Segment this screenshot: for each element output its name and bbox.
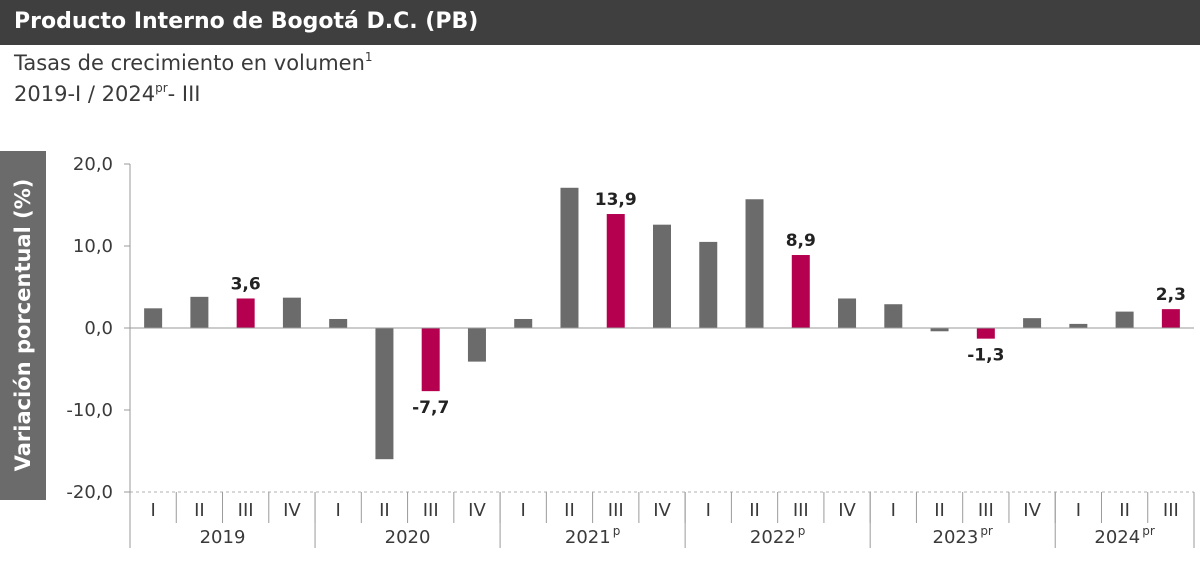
- period-end: - III: [167, 82, 201, 106]
- y-tick-label: -10,0: [66, 400, 113, 421]
- quarter-label: II: [749, 500, 760, 521]
- year-label-text: 2019: [200, 527, 246, 548]
- bar: [745, 199, 764, 328]
- quarter-label: III: [1163, 500, 1179, 521]
- bar: [1023, 318, 1042, 328]
- bar: [190, 296, 209, 328]
- quarter-label: I: [1076, 500, 1081, 521]
- quarter-label: III: [793, 500, 809, 521]
- year-label-superscript: pr: [980, 524, 993, 538]
- quarter-label: II: [564, 500, 575, 521]
- quarter-label: IV: [283, 500, 301, 521]
- quarter-label: III: [423, 500, 439, 521]
- bar: [791, 255, 810, 328]
- year-label-text: 2023: [933, 527, 979, 548]
- period-start: 2019-I / 2024: [14, 82, 156, 106]
- year-label: 2022 p: [750, 524, 805, 548]
- quarter-label: I: [336, 500, 341, 521]
- chart-subtitle: Tasas de crecimiento en volumen1: [14, 51, 373, 75]
- bar: [236, 298, 255, 328]
- quarter-label: IV: [1023, 500, 1041, 521]
- quarter-label: IV: [653, 500, 671, 521]
- bar: [976, 328, 995, 339]
- bar: [1069, 323, 1088, 328]
- period-range: 2019-I / 2024pr- III: [14, 82, 201, 106]
- data-label: -1,3: [967, 346, 1004, 366]
- year-label: 2023 pr: [933, 524, 993, 548]
- bar: [1161, 309, 1180, 328]
- year-label-text: 2021: [565, 527, 611, 548]
- y-tick-label: 0,0: [84, 318, 113, 339]
- y-tick-label: -20,0: [66, 482, 113, 503]
- bar: [467, 328, 486, 362]
- data-label: 8,9: [786, 231, 816, 251]
- year-label: 2021 p: [565, 524, 620, 548]
- quarter-label: II: [1119, 500, 1130, 521]
- y-axis-label-box: Variación porcentual (%): [0, 151, 46, 500]
- year-label-superscript: p: [798, 524, 806, 538]
- quarter-label: II: [194, 500, 205, 521]
- bar: [329, 318, 348, 328]
- bar: [699, 241, 718, 328]
- bar: [838, 298, 857, 328]
- y-tick-label: 10,0: [73, 236, 113, 257]
- bar: [1115, 311, 1134, 328]
- bar: [884, 304, 903, 328]
- quarter-label: I: [891, 500, 896, 521]
- year-label-superscript: pr: [1142, 524, 1155, 538]
- bar: [560, 187, 579, 328]
- year-label-text: 2022: [750, 527, 796, 548]
- period-superscript: pr: [155, 81, 168, 95]
- title-bar: Producto Interno de Bogotá D.C. (PB): [0, 0, 1200, 45]
- data-label: 3,6: [231, 274, 261, 294]
- year-label-text: 2024: [1094, 527, 1140, 548]
- quarter-label: III: [978, 500, 994, 521]
- quarter-label: III: [238, 500, 254, 521]
- quarter-label: IV: [468, 500, 486, 521]
- quarter-label: I: [150, 500, 155, 521]
- year-label: 2019: [200, 527, 246, 548]
- year-label-text: 2020: [385, 527, 431, 548]
- bar: [930, 328, 949, 332]
- bar: [653, 224, 671, 328]
- bar: [144, 308, 163, 328]
- subtitle-text: Tasas de crecimiento en volumen: [14, 51, 365, 75]
- bar: [375, 328, 394, 460]
- data-label: 13,9: [595, 190, 637, 210]
- data-label: 2,3: [1156, 285, 1186, 305]
- y-tick-label: 20,0: [73, 154, 113, 175]
- quarter-label: II: [934, 500, 945, 521]
- year-label: 2020: [385, 527, 431, 548]
- quarter-label: I: [521, 500, 526, 521]
- quarter-label: IV: [838, 500, 856, 521]
- bar: [514, 318, 533, 328]
- year-label-superscript: p: [613, 524, 621, 538]
- bar: [421, 328, 440, 392]
- year-label: 2024 pr: [1094, 524, 1154, 548]
- quarter-label: II: [379, 500, 390, 521]
- quarter-label: III: [608, 500, 624, 521]
- data-label: -7,7: [412, 398, 449, 418]
- quarter-label: I: [706, 500, 711, 521]
- bar: [606, 214, 625, 328]
- footnote-marker: 1: [364, 50, 373, 64]
- bar: [282, 297, 301, 328]
- chart-title: Producto Interno de Bogotá D.C. (PB): [14, 9, 479, 34]
